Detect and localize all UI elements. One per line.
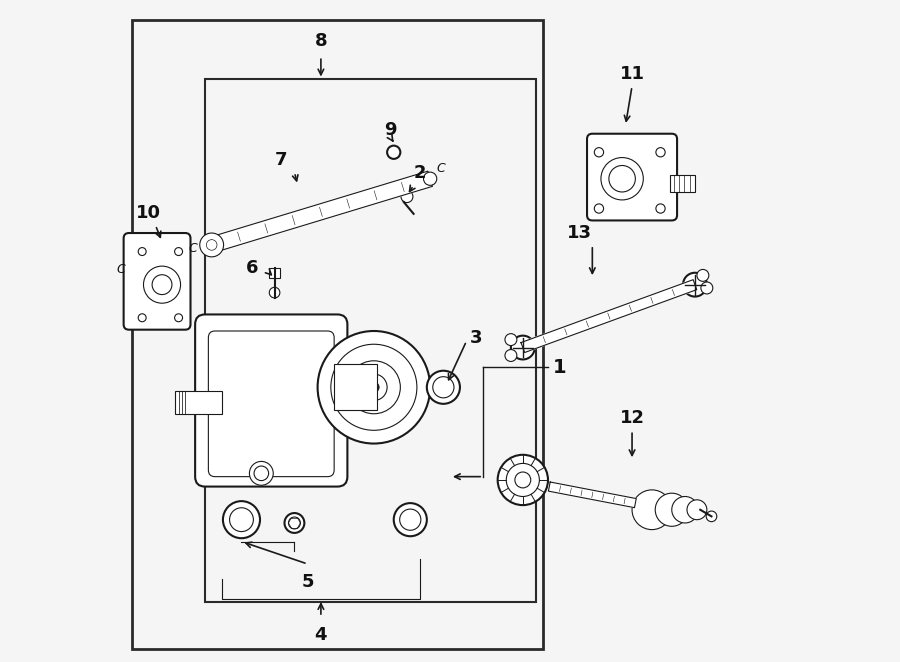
Circle shape xyxy=(655,493,688,526)
Circle shape xyxy=(671,496,698,523)
Circle shape xyxy=(284,513,304,533)
Circle shape xyxy=(511,336,535,359)
Text: C: C xyxy=(117,263,126,276)
Text: 2: 2 xyxy=(414,164,426,182)
Circle shape xyxy=(369,382,379,393)
Bar xyxy=(176,391,221,414)
FancyBboxPatch shape xyxy=(195,314,347,487)
Circle shape xyxy=(505,350,517,361)
Text: C: C xyxy=(436,162,446,175)
Circle shape xyxy=(505,334,517,346)
Text: 13: 13 xyxy=(567,224,591,242)
Text: 3: 3 xyxy=(470,328,482,347)
Bar xyxy=(269,268,280,278)
Text: 4: 4 xyxy=(315,626,328,643)
Bar xyxy=(205,79,536,602)
Circle shape xyxy=(249,461,274,485)
FancyBboxPatch shape xyxy=(587,134,677,220)
Text: 1: 1 xyxy=(553,358,566,377)
Circle shape xyxy=(387,146,400,159)
Circle shape xyxy=(697,269,709,281)
Circle shape xyxy=(687,500,707,520)
Circle shape xyxy=(401,191,413,203)
Bar xyxy=(670,175,695,192)
Text: 6: 6 xyxy=(246,259,258,277)
Circle shape xyxy=(393,503,427,536)
Polygon shape xyxy=(548,482,636,508)
Bar xyxy=(132,20,543,649)
Circle shape xyxy=(427,371,460,404)
Circle shape xyxy=(424,172,436,185)
Circle shape xyxy=(683,273,706,297)
Bar xyxy=(334,364,377,410)
Circle shape xyxy=(223,501,260,538)
Text: C: C xyxy=(188,242,197,255)
Circle shape xyxy=(318,331,430,444)
Circle shape xyxy=(200,233,223,257)
Text: 12: 12 xyxy=(619,409,644,427)
FancyBboxPatch shape xyxy=(123,233,191,330)
Circle shape xyxy=(269,287,280,298)
Polygon shape xyxy=(210,171,432,252)
Text: 10: 10 xyxy=(136,204,161,222)
Polygon shape xyxy=(521,279,697,353)
Text: 5: 5 xyxy=(302,573,314,591)
Text: 7: 7 xyxy=(274,151,287,169)
Circle shape xyxy=(706,511,716,522)
Circle shape xyxy=(498,455,548,505)
Text: 11: 11 xyxy=(619,65,644,83)
Text: 8: 8 xyxy=(315,32,328,50)
Circle shape xyxy=(632,490,671,530)
Circle shape xyxy=(701,282,713,294)
Text: 9: 9 xyxy=(384,121,397,139)
